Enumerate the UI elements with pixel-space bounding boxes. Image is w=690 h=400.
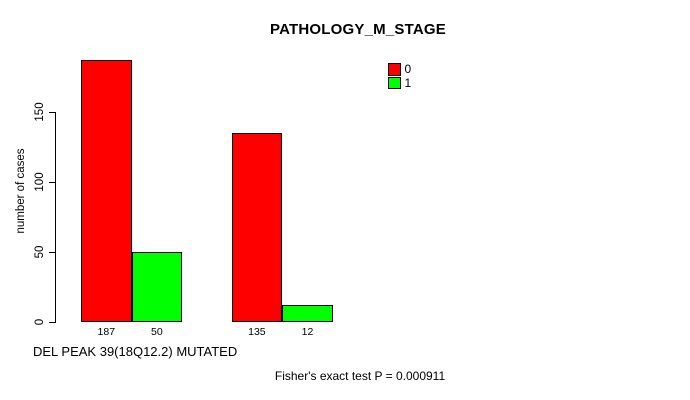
legend-swatch-1 [388,76,401,89]
chart-title: PATHOLOGY_M_STAGE [270,21,446,38]
y-tick-label: 50 [34,245,46,259]
y-tick [49,181,55,183]
bar-value-label: 50 [151,326,163,338]
bar-value-label: 135 [248,326,266,338]
y-axis-line [55,112,56,323]
legend-label: 0 [404,62,412,76]
bar-series1-group2 [282,305,333,322]
y-tick-label: 150 [34,102,46,122]
y-tick-label: 100 [34,172,46,192]
bar-series0-group1 [81,60,132,322]
x-axis-caption: DEL PEAK 39(18Q12.2) MUTATED [33,344,238,359]
legend-item: 1 [388,75,412,90]
y-tick-label: 0 [34,318,46,326]
legend-swatch-0 [388,63,401,76]
bar-series0-group2 [231,133,283,322]
y-tick [49,321,55,323]
legend-item: 0 [388,63,411,76]
bar-value-label: 12 [301,326,314,338]
bar-value-label: 187 [97,326,116,338]
y-tick [49,111,55,113]
bar-series1-group1 [131,252,183,322]
legend-label: 1 [404,75,412,90]
stat-annotation: Fisher's exact test P = 0.000911 [274,369,446,383]
y-tick [49,251,55,253]
